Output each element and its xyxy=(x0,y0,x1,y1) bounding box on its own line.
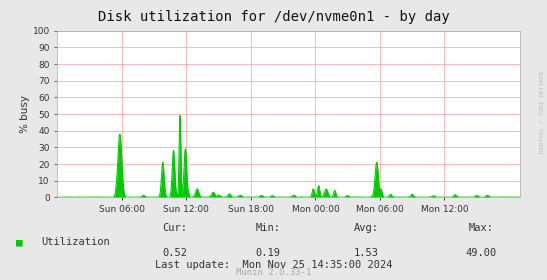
Text: 0.19: 0.19 xyxy=(255,248,281,258)
Text: Avg:: Avg: xyxy=(354,223,379,233)
Text: 0.52: 0.52 xyxy=(162,248,188,258)
Text: Disk utilization for /dev/nvme0n1 - by day: Disk utilization for /dev/nvme0n1 - by d… xyxy=(97,10,450,24)
Text: Last update:  Mon Nov 25 14:35:00 2024: Last update: Mon Nov 25 14:35:00 2024 xyxy=(155,260,392,270)
Text: Munin 2.0.33-1: Munin 2.0.33-1 xyxy=(236,268,311,277)
Text: RRDTOOL / TOBI OETIKER: RRDTOOL / TOBI OETIKER xyxy=(539,71,544,153)
Y-axis label: % busy: % busy xyxy=(20,95,30,133)
Text: Cur:: Cur: xyxy=(162,223,188,233)
Text: ■: ■ xyxy=(16,237,23,247)
Text: 49.00: 49.00 xyxy=(465,248,497,258)
Text: 1.53: 1.53 xyxy=(354,248,379,258)
Text: Utilization: Utilization xyxy=(41,237,110,247)
Text: Max:: Max: xyxy=(469,223,494,233)
Text: Min:: Min: xyxy=(255,223,281,233)
